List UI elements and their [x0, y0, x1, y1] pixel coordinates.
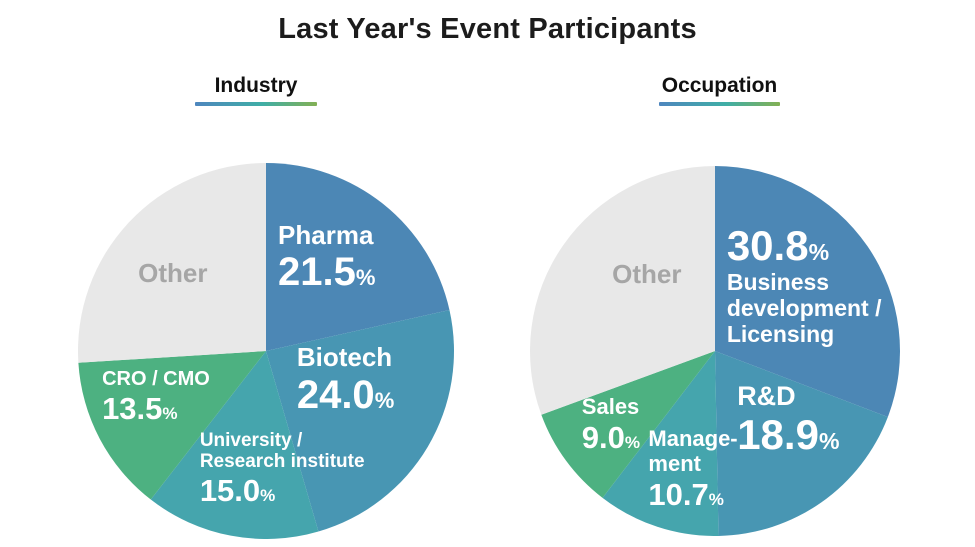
percent-sign: %: [355, 265, 376, 291]
section-label-occupation: Occupation: [661, 74, 778, 97]
section-underline: [195, 102, 317, 106]
slice-rd: [715, 351, 888, 536]
percent-sign: %: [808, 238, 830, 265]
pie-chart-occupation: 30.8% Business development / Licensing R&D 18…: [530, 166, 900, 536]
slice-label-other: Other: [612, 259, 682, 290]
section-label-industry: Industry: [214, 74, 298, 97]
pie-chart-industry: Pharma 21.5% Biotech 24.0% University / Resea…: [78, 163, 454, 539]
percent-sign: %: [374, 387, 395, 413]
section-header-occupation: Occupation: [659, 73, 780, 106]
pie-svg-occupation: [530, 166, 900, 536]
slice-biotech: [266, 309, 454, 532]
percent-sign: %: [162, 403, 178, 423]
slice-label-management: Manage-ment 10.7%: [648, 425, 738, 512]
slice-label-pharma: Pharma 21.5%: [278, 219, 376, 295]
slice-label-rd: R&D 18.9%: [737, 380, 840, 459]
slice-university: [150, 351, 319, 539]
page-title: Last Year's Event Participants: [278, 13, 697, 45]
percent-sign: %: [624, 433, 641, 453]
slice-label-other: Other: [138, 257, 208, 288]
slice-label-university: University / Research institute 15.0%: [199, 429, 365, 508]
pie-svg-industry: [78, 163, 454, 539]
slice-pharma: [266, 163, 450, 351]
slice-business-development-licensing: [715, 166, 900, 417]
slice-management: [602, 351, 719, 536]
slice-other: [530, 166, 715, 415]
slice-label-sales: Sales 9.0%: [581, 394, 641, 456]
slice-label-biotech: Biotech 24.0%: [296, 342, 395, 417]
section-underline: [659, 102, 780, 106]
percent-sign: %: [818, 428, 840, 455]
percent-sign: %: [260, 485, 276, 505]
slice-cro-cmo: [78, 351, 267, 500]
slice-sales: [541, 351, 715, 498]
percent-sign: %: [708, 489, 724, 509]
slice-other: [78, 163, 266, 363]
slice-label-cro-cmo: CRO / CMO 13.5%: [102, 367, 210, 426]
section-header-industry: Industry: [195, 73, 317, 106]
slice-label-business-development-licensing: 30.8% Business development / Licensing: [726, 221, 882, 347]
